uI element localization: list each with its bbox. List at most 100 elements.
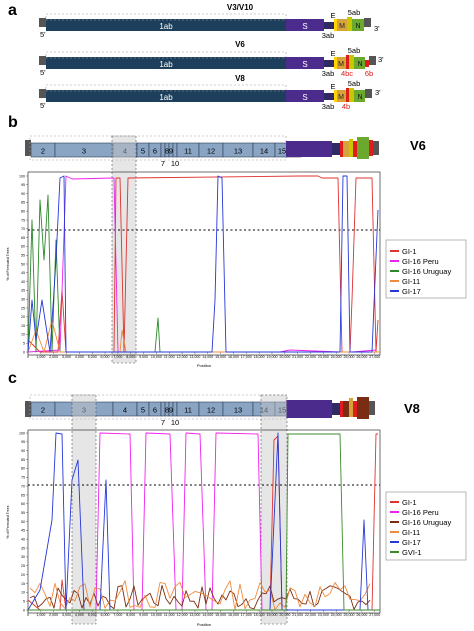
nsp-11-label: 11: [184, 406, 192, 415]
trace-gi-16-peru: [28, 432, 380, 611]
y-tick-label: 25: [21, 564, 25, 568]
genome-v3-v10: V3/V10 1ab S M N E 5ab 3ab 5' 3': [39, 3, 380, 40]
orf5-gene: [347, 17, 352, 31]
y-tick-label: 60: [21, 245, 25, 249]
y-tick-label: 5: [23, 342, 25, 346]
x-tick-label: 0: [27, 355, 29, 359]
svg-text:GVI-1: GVI-1: [402, 548, 422, 557]
x-tick-label: 18,000: [254, 355, 265, 359]
trace-gi-1: [27, 175, 379, 353]
y-tick-label: 85: [21, 201, 25, 205]
trace-gi-16-uruguay: [29, 584, 371, 610]
panel-b-legend: GI-1 GI-16 Peru GI-16 Uruguay GI-11 GI-1…: [385, 239, 467, 299]
x-tick-label: 15,000: [215, 613, 226, 617]
y-tick-label: 100: [19, 174, 25, 178]
x-tick-label: 11,000: [164, 355, 175, 359]
nsp-6-label: 6: [153, 147, 157, 156]
y-tick-label: 75: [21, 476, 25, 480]
nsp-9-label: 9: [169, 147, 173, 156]
y-tick-label: 85: [21, 458, 25, 462]
y-tick-label: 5: [23, 599, 25, 603]
y-tick-label: 75: [21, 218, 25, 222]
x-tick-label: 16,000: [228, 613, 239, 617]
svg-text:3': 3': [378, 55, 384, 64]
svg-text:E: E: [330, 82, 335, 91]
nsp-10-box: [172, 142, 178, 158]
x-tick-label: 20,000: [279, 613, 290, 617]
y-tick-label: 45: [21, 271, 25, 275]
x-tick-label: 22,000: [305, 355, 316, 359]
x-tick-label: 22,000: [305, 613, 316, 617]
x-tick-label: 26,000: [356, 613, 367, 617]
genome-name: V8: [235, 74, 245, 83]
svg-text:GI-1: GI-1: [402, 498, 417, 507]
orf1ab-bar: [46, 19, 286, 31]
panel-c-highlight-2: [260, 394, 288, 625]
svg-text:E: E: [330, 49, 335, 58]
y-tick-label: 0: [23, 608, 25, 612]
x-tick-label: 17,000: [241, 355, 252, 359]
svg-text:S: S: [302, 22, 307, 31]
svg-text:M: M: [338, 61, 344, 68]
x-tick-label: 25,000: [344, 355, 355, 359]
nsp-13-label: 13: [234, 147, 242, 156]
x-tick-label: 12,000: [177, 613, 188, 617]
svg-text:GI-17: GI-17: [402, 287, 421, 296]
x-tick-label: 16,000: [228, 355, 239, 359]
svg-text:1ab: 1ab: [159, 22, 173, 31]
x-tick-label: 6,000: [101, 355, 110, 359]
y-tick-label: 50: [21, 262, 25, 266]
y-tick-label: 15: [21, 324, 25, 328]
y-tick-label: 95: [21, 183, 25, 187]
y-tick-label: 65: [21, 236, 25, 240]
y-axis-label: % of Permuted Trees: [6, 505, 10, 538]
x-tick-label: 5,000: [88, 355, 97, 359]
nsp-12-label: 12: [207, 147, 215, 156]
nsp-13-label: 13: [234, 406, 242, 415]
orf3-gene: [324, 22, 334, 29]
trace-gi-16-peru: [27, 175, 377, 353]
y-tick-label: 95: [21, 440, 25, 444]
svg-text:1ab: 1ab: [159, 60, 173, 69]
x-tick-label: 18,000: [254, 613, 265, 617]
trace-gi-16-uruguay: [27, 194, 380, 353]
x-tick-label: 1,000: [36, 355, 45, 359]
y-tick-label: 90: [21, 192, 25, 196]
y-tick-label: 20: [21, 315, 25, 319]
x-tick-label: 10,000: [151, 355, 162, 359]
svg-text:3': 3': [374, 24, 380, 33]
svg-text:GI-16 Uruguay: GI-16 Uruguay: [402, 267, 451, 276]
y-tick-label: 10: [21, 591, 25, 595]
trace-gi-11: [27, 319, 380, 353]
nsp-3-label: 3: [82, 147, 86, 156]
genome-v8: V8 1ab S M N E 5ab 3ab 4b 5' 3': [39, 74, 381, 111]
x-tick-label: 14,000: [202, 355, 213, 359]
y-tick-label: 30: [21, 555, 25, 559]
e-gene: [334, 19, 337, 31]
x-tick-label: 19,000: [266, 613, 277, 617]
x-tick-label: 1,000: [36, 613, 45, 617]
svg-text:M: M: [339, 23, 345, 30]
x-tick-label: 11,000: [164, 613, 175, 617]
y-tick-label: 70: [21, 227, 25, 231]
nsp-2-label: 2: [41, 147, 45, 156]
svg-text:4b: 4b: [342, 102, 350, 111]
x-tick-label: 3,000: [62, 613, 71, 617]
nsp-15-label: 15: [278, 406, 286, 415]
svg-text:GI-11: GI-11: [402, 528, 420, 537]
nsp-9-label: 9: [169, 406, 173, 415]
svg-text:E: E: [330, 11, 335, 20]
genome-name: V6: [235, 40, 245, 49]
nsp-2-label: 2: [41, 406, 45, 415]
y-tick-label: 35: [21, 546, 25, 550]
x-tick-label: 3,000: [62, 355, 71, 359]
nsp-10-label: 10: [171, 418, 179, 427]
svg-text:N: N: [355, 23, 360, 30]
y-tick-label: 55: [21, 254, 25, 258]
svg-text:S: S: [302, 60, 307, 69]
svg-text:5ab: 5ab: [348, 8, 361, 17]
svg-text:6b: 6b: [365, 69, 373, 78]
y-tick-label: 20: [21, 573, 25, 577]
panel-b-genome-schematic: 2345678910111213141516: [25, 135, 379, 168]
